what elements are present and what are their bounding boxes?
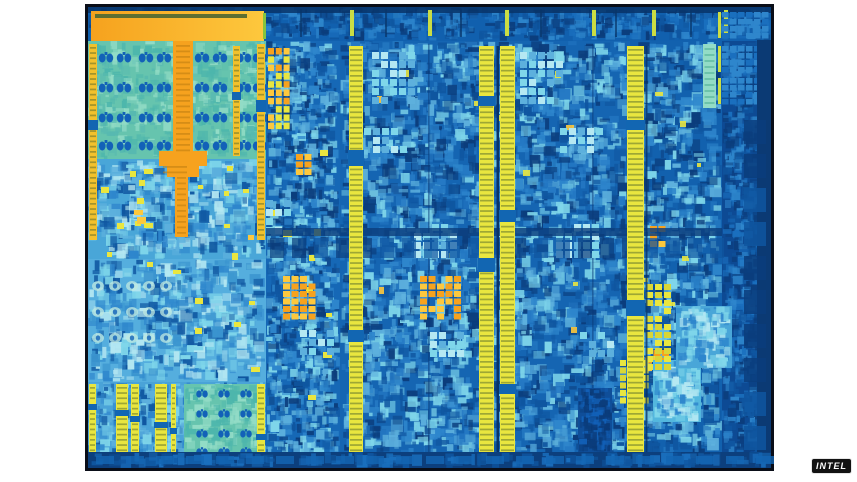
bottom-edge-band xyxy=(88,452,774,468)
core-register-stripes xyxy=(348,46,648,452)
intel-watermark-text: INTEL xyxy=(816,461,847,471)
orange-thermal-bar xyxy=(91,11,266,41)
gpu-slice-teal-patch xyxy=(184,384,262,456)
system-agent-details xyxy=(703,12,771,454)
intel-watermark: INTEL xyxy=(812,459,851,473)
right-cache-arrays xyxy=(637,284,732,370)
bottom-left-stripes xyxy=(88,384,266,454)
gpu-stripes xyxy=(88,44,266,240)
gpu-orange-spine xyxy=(159,41,207,237)
gpu-lower-region xyxy=(88,259,266,382)
